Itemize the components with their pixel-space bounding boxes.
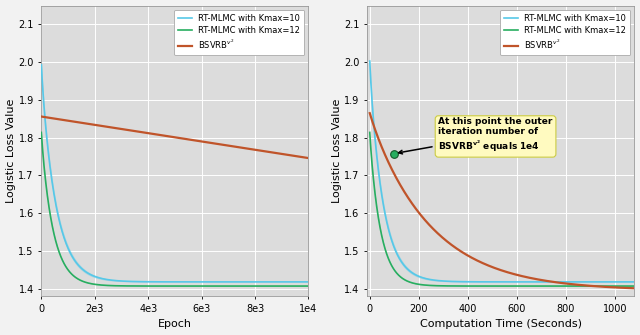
RT-MLMC with Kmax=10	[594, 280, 602, 284]
BSVRB$^{v^2}$	[534, 277, 542, 281]
RT-MLMC with Kmax=12	[208, 284, 216, 288]
RT-MLMC with Kmax=10	[382, 216, 390, 220]
BSVRB$^{v^2}$	[527, 276, 534, 280]
RT-MLMC with Kmax=12	[534, 284, 542, 288]
RT-MLMC with Kmax=10	[54, 212, 61, 216]
Line: BSVRB$^{v^2}$: BSVRB$^{v^2}$	[370, 113, 634, 288]
BSVRB$^{v^2}$	[38, 115, 45, 119]
RT-MLMC with Kmax=10	[366, 59, 374, 63]
Line: RT-MLMC with Kmax=10: RT-MLMC with Kmax=10	[42, 65, 308, 282]
RT-MLMC with Kmax=10	[240, 280, 248, 284]
RT-MLMC with Kmax=12	[520, 284, 527, 288]
RT-MLMC with Kmax=10	[208, 280, 216, 284]
BSVRB$^{v^2}$	[520, 274, 527, 278]
RT-MLMC with Kmax=12	[54, 246, 61, 250]
RT-MLMC with Kmax=10	[630, 280, 638, 284]
Line: RT-MLMC with Kmax=10: RT-MLMC with Kmax=10	[370, 61, 634, 282]
BSVRB$^{v^2}$	[305, 156, 312, 160]
BSVRB$^{v^2}$	[594, 284, 602, 288]
BSVRB$^{v^2}$	[366, 111, 374, 115]
RT-MLMC with Kmax=12	[200, 284, 207, 288]
RT-MLMC with Kmax=12	[193, 284, 200, 288]
Legend: RT-MLMC with Kmax=10, RT-MLMC with Kmax=12, BSVRB$^{v^2}$: RT-MLMC with Kmax=10, RT-MLMC with Kmax=…	[500, 10, 630, 55]
RT-MLMC with Kmax=12	[366, 130, 374, 134]
RT-MLMC with Kmax=10	[566, 280, 574, 284]
RT-MLMC with Kmax=12	[38, 130, 45, 134]
RT-MLMC with Kmax=10	[200, 280, 207, 284]
BSVRB$^{v^2}$	[208, 141, 216, 145]
RT-MLMC with Kmax=12	[382, 250, 390, 254]
X-axis label: Computation Time (Seconds): Computation Time (Seconds)	[420, 320, 582, 329]
RT-MLMC with Kmax=12	[566, 284, 574, 288]
RT-MLMC with Kmax=12	[305, 284, 312, 288]
Y-axis label: Logistic Loss Value: Logistic Loss Value	[332, 99, 342, 203]
Line: RT-MLMC with Kmax=12: RT-MLMC with Kmax=12	[42, 132, 308, 286]
Text: At this point the outer
iteration number of
$\mathbf{BSVRB^{v^2}}$ equals 1e4: At this point the outer iteration number…	[399, 117, 553, 154]
RT-MLMC with Kmax=10	[38, 63, 45, 67]
RT-MLMC with Kmax=10	[268, 280, 275, 284]
BSVRB$^{v^2}$	[200, 140, 207, 144]
BSVRB$^{v^2}$	[193, 139, 200, 143]
RT-MLMC with Kmax=12	[527, 284, 534, 288]
RT-MLMC with Kmax=12	[630, 284, 638, 288]
RT-MLMC with Kmax=10	[527, 280, 534, 284]
BSVRB$^{v^2}$	[382, 155, 390, 159]
RT-MLMC with Kmax=10	[534, 280, 542, 284]
BSVRB$^{v^2}$	[630, 286, 638, 290]
BSVRB$^{v^2}$	[566, 282, 574, 286]
Line: RT-MLMC with Kmax=12: RT-MLMC with Kmax=12	[370, 132, 634, 286]
RT-MLMC with Kmax=10	[305, 280, 312, 284]
Line: BSVRB$^{v^2}$: BSVRB$^{v^2}$	[42, 117, 308, 158]
BSVRB$^{v^2}$	[268, 150, 275, 154]
RT-MLMC with Kmax=10	[520, 280, 527, 284]
RT-MLMC with Kmax=12	[240, 284, 248, 288]
RT-MLMC with Kmax=12	[268, 284, 275, 288]
Y-axis label: Logistic Loss Value: Logistic Loss Value	[6, 99, 15, 203]
X-axis label: Epoch: Epoch	[158, 320, 192, 329]
BSVRB$^{v^2}$	[54, 117, 61, 121]
BSVRB$^{v^2}$	[240, 146, 248, 150]
RT-MLMC with Kmax=10	[193, 280, 200, 284]
Legend: RT-MLMC with Kmax=10, RT-MLMC with Kmax=12, BSVRB$^{v^2}$: RT-MLMC with Kmax=10, RT-MLMC with Kmax=…	[174, 10, 305, 55]
RT-MLMC with Kmax=12	[594, 284, 602, 288]
